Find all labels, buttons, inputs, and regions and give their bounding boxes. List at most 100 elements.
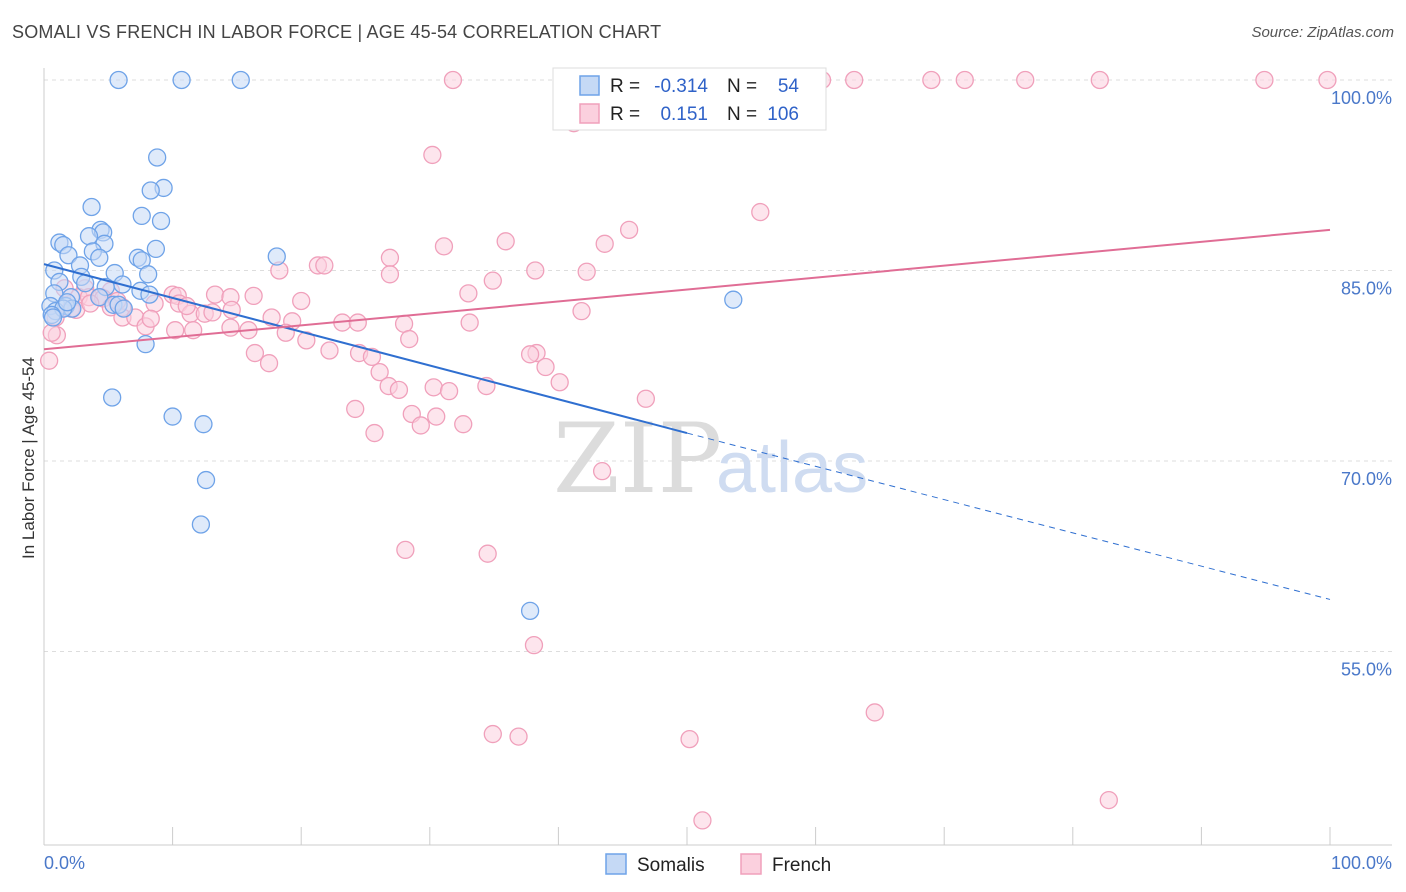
y-axis-title: In Labor Force | Age 45-54: [19, 357, 38, 559]
somali-point-35: [90, 288, 109, 307]
watermark: ZIP atlas: [553, 403, 868, 515]
legend-n-value-french: 106: [767, 104, 799, 125]
somali-point-15: [146, 239, 166, 259]
french-point-27: [459, 284, 478, 303]
y-tick-label-1: 85.0%: [1341, 279, 1392, 299]
series-legend-swatch-somalis: [605, 853, 627, 875]
somali-point-21: [267, 247, 286, 266]
french-point-66: [400, 329, 419, 349]
french-point-55: [460, 313, 479, 332]
x-ticks: [172, 827, 1331, 845]
french-trend-line: [43, 228, 1331, 351]
somali-point-43: [724, 290, 743, 309]
watermark-atlas: atlas: [716, 428, 868, 508]
somali-point-52: [520, 601, 540, 621]
legend-n-label-somali: N =: [727, 76, 757, 97]
french-point-78: [370, 362, 389, 382]
french-point-8: [1016, 70, 1035, 90]
legend-n-label-french: N =: [727, 104, 757, 125]
x-tick-label-min: 0.0%: [44, 853, 85, 873]
legend-n-value-somali: 54: [778, 76, 800, 97]
french-point-65: [394, 314, 414, 333]
somali-point-25: [139, 265, 158, 284]
somali-point-51: [191, 515, 211, 534]
french-point-97: [509, 727, 528, 746]
watermark-zip: ZIP: [553, 403, 722, 515]
french-point-94: [524, 636, 544, 655]
y-tick-labels: 100.0% 85.0% 70.0% 55.0%: [1331, 88, 1392, 680]
french-point-59: [166, 321, 185, 340]
series-legend-label-french: French: [772, 855, 831, 876]
legend-r-value-french: 0.151: [660, 104, 708, 125]
french-point-98: [680, 729, 699, 749]
y-tick-label-0: 100.0%: [1331, 88, 1392, 108]
somali-point-2: [231, 70, 250, 90]
french-point-7: [955, 70, 974, 90]
somali-point-32: [140, 285, 159, 304]
somali-point-12: [79, 227, 99, 246]
somali-point-7: [151, 211, 171, 231]
somali-point-47: [103, 388, 122, 407]
somali-point-1: [172, 70, 191, 90]
somali-point-46: [136, 335, 155, 354]
french-point-75: [520, 345, 540, 364]
french-point-16: [496, 232, 515, 251]
chart-source: Source: ZipAtlas.com: [1251, 24, 1394, 41]
somali-point-5: [141, 181, 160, 200]
legend-swatch-somali: [579, 75, 600, 96]
french-point-25: [380, 265, 400, 284]
x-tick-label-max: 100.0%: [1331, 853, 1392, 873]
french-point-85: [346, 399, 365, 419]
french-point-23: [526, 261, 545, 280]
somali-trend-line-extension: [686, 432, 1331, 600]
french-point-84: [636, 389, 655, 408]
somali-point-8: [132, 206, 151, 226]
french-point-15: [619, 220, 639, 240]
somali-trend-line: [43, 263, 688, 435]
french-point-40: [292, 291, 311, 311]
somali-point-6: [82, 197, 101, 217]
french-point-53: [262, 308, 281, 327]
french-point-90: [365, 423, 384, 443]
french-point-5: [845, 70, 864, 90]
french-point-83: [389, 380, 409, 400]
y-tick-label-3: 55.0%: [1341, 660, 1392, 680]
french-point-102: [39, 351, 59, 370]
french-point-64: [297, 331, 316, 350]
legend-r-value-somali: -0.314: [654, 76, 708, 97]
somali-point-3: [148, 148, 167, 167]
chart-title: SOMALI VS FRENCH IN LABOR FORCE | AGE 45…: [12, 22, 662, 42]
correlation-legend: R = -0.314 N = 54 R = 0.151 N = 106: [552, 67, 827, 131]
french-point-87: [411, 416, 430, 435]
french-point-13: [423, 145, 442, 165]
french-point-57: [348, 313, 367, 332]
french-point-103: [141, 309, 160, 328]
trend-lines: [43, 228, 1331, 600]
somali-point-48: [163, 407, 182, 426]
somali-point-0: [109, 70, 128, 90]
french-point-89: [427, 407, 446, 426]
french-point-21: [315, 256, 334, 275]
series-legend: Somalis French: [605, 853, 831, 876]
french-point-24: [577, 262, 596, 281]
french-point-96: [483, 724, 502, 744]
french-point-100: [1099, 790, 1118, 810]
french-point-92: [396, 540, 415, 560]
french-point-31: [205, 285, 225, 304]
french-point-17: [434, 237, 454, 256]
somali-point-53: [57, 293, 77, 312]
french-point-91: [592, 462, 612, 481]
somali-point-50: [196, 470, 216, 490]
somali-point-18: [59, 246, 78, 265]
french-point-71: [259, 354, 279, 373]
french-point-76: [536, 357, 555, 377]
french-point-95: [865, 703, 884, 722]
french-point-14: [751, 202, 770, 222]
french-point-9: [1090, 70, 1109, 90]
somali-point-49: [194, 415, 213, 434]
french-point-19: [380, 248, 400, 267]
french-point-88: [454, 415, 473, 434]
french-point-0: [443, 70, 463, 90]
axes: [43, 68, 1392, 846]
